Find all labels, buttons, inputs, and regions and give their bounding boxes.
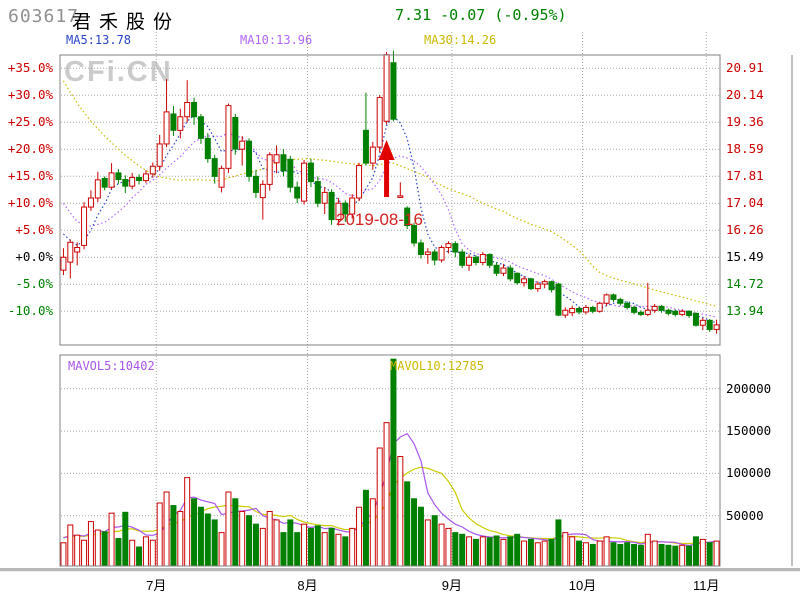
- stock-name: 君禾股份: [72, 12, 181, 33]
- stock-code: 603617: [8, 6, 80, 27]
- ma5-label: MA5:13.78: [66, 33, 132, 47]
- ma10-label: MA10:13.96: [240, 33, 313, 47]
- last-quote: 7.31 -0.07 (-0.95%): [395, 6, 567, 24]
- cfi-watermark: CFi.CN: [64, 56, 173, 88]
- event-arrow: [378, 140, 395, 197]
- ma30-label: MA30:14.26: [424, 33, 497, 47]
